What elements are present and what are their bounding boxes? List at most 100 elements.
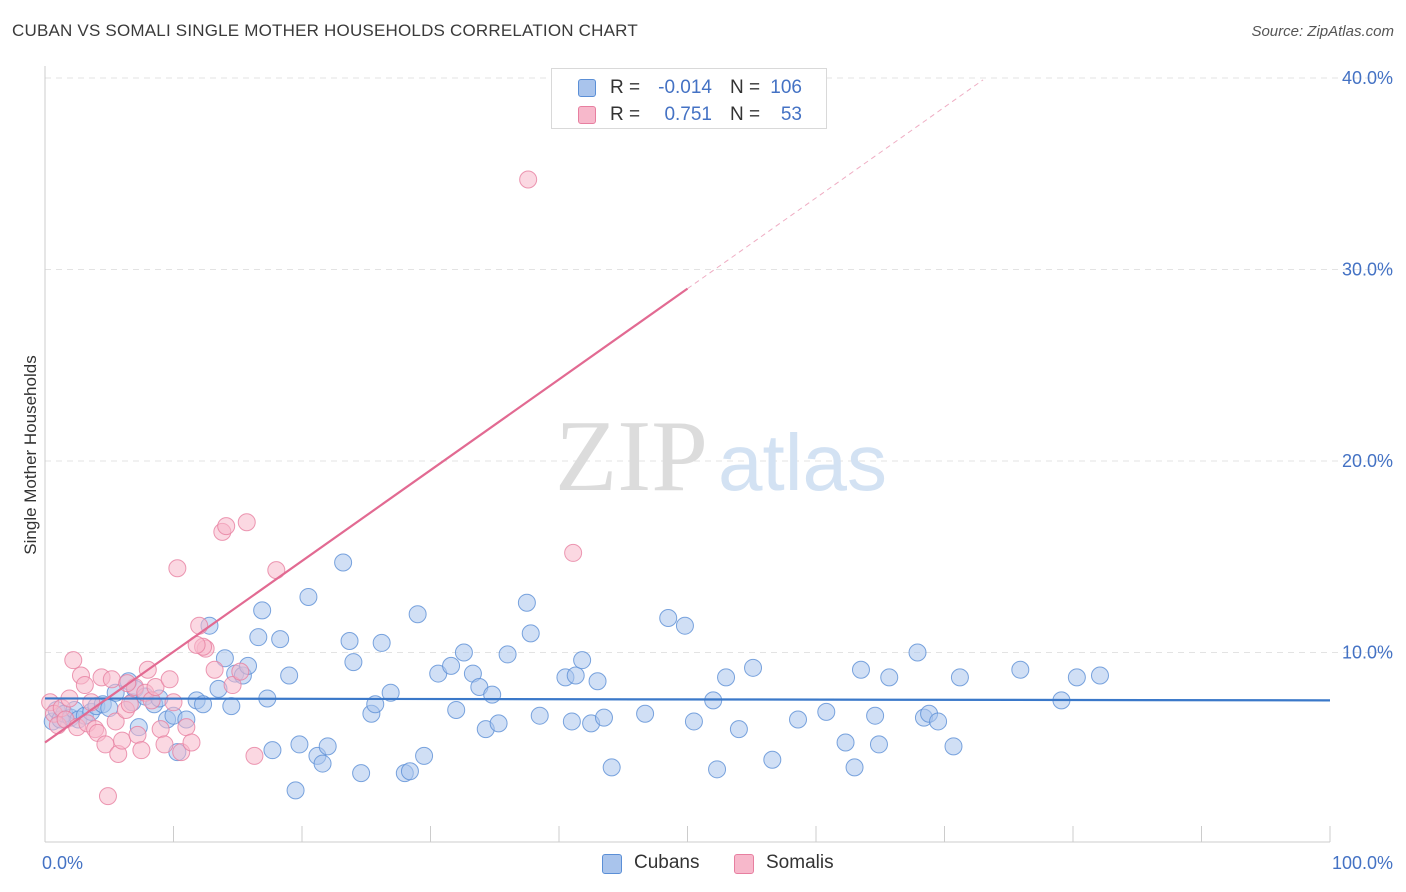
tick-labels: 10.0% 20.0% 30.0% 40.0% 0.0% 100.0% [42, 68, 1393, 873]
cubans-r-label: R = [610, 77, 641, 98]
somalis-point [106, 712, 125, 731]
cubans-point [675, 616, 694, 635]
cubans-point [530, 706, 549, 725]
cubans-point [415, 746, 434, 765]
cubans-point [845, 758, 864, 777]
x-tick-label: 0.0% [42, 853, 83, 873]
cubans-point [869, 735, 888, 754]
somalis-point [64, 651, 83, 670]
cubans-point [594, 708, 613, 727]
cubans-point [684, 712, 703, 731]
legend-row-cubans: R = -0.014 N = 106 [552, 73, 826, 99]
cubans-point [588, 672, 607, 691]
cubans-point [1067, 668, 1086, 687]
cubans-point [866, 706, 885, 725]
source-credit: Source: ZipAtlas.com [1251, 23, 1394, 40]
cubans-point [950, 668, 969, 687]
cubans-point [817, 702, 836, 721]
somalis-point [98, 787, 117, 806]
somalis-n-label: N = [730, 104, 761, 125]
chart-title: CUBAN VS SOMALI SINGLE MOTHER HOUSEHOLDS… [12, 21, 638, 40]
cubans-point [340, 632, 359, 651]
cubans-point [1011, 660, 1030, 679]
cubans-point [280, 666, 299, 685]
cubans-point [717, 668, 736, 687]
somalis-points [41, 170, 583, 806]
trend-lines [44, 79, 1331, 744]
somalis-point [190, 616, 209, 635]
cubans-point [263, 741, 282, 760]
cubans-point [729, 720, 748, 739]
legend-row-somalis: R = 0.751 N = 53 [552, 100, 826, 126]
somalis-legend-swatch [734, 854, 754, 874]
somalis-point [245, 746, 264, 765]
somalis-point [132, 741, 151, 760]
cubans-point [286, 781, 305, 800]
cubans-point [442, 656, 461, 675]
y-axis-label: Single Mother Households [21, 355, 40, 554]
somalis-point [205, 660, 224, 679]
somalis-point [113, 731, 132, 750]
somalis-point [160, 670, 179, 689]
somalis-n-value: 53 [780, 104, 802, 125]
cubans-point [222, 697, 241, 716]
cubans-point [880, 668, 899, 687]
cubans-point [573, 651, 592, 670]
cubans-point [352, 764, 371, 783]
cubans-point [483, 685, 502, 704]
cubans-point [400, 762, 419, 781]
cubans-point [944, 737, 963, 756]
somalis-r-label: R = [610, 104, 641, 125]
cubans-n-value: 106 [770, 77, 802, 98]
cubans-point [1090, 666, 1109, 685]
cubans-point [659, 609, 678, 628]
cubans-point [521, 624, 540, 643]
cubans-point [447, 700, 466, 719]
cubans-point [636, 704, 655, 723]
somalis-point [82, 693, 101, 712]
somalis-point [96, 735, 115, 754]
cubans-point [498, 645, 517, 664]
somalis-trend-extension [687, 79, 984, 290]
cubans-point [602, 758, 621, 777]
somalis-point [231, 662, 250, 681]
somalis-trend-line [44, 287, 689, 744]
cubans-point [908, 643, 927, 662]
somalis-point [75, 676, 94, 695]
cubans-point [566, 666, 585, 685]
somalis-point [102, 670, 121, 689]
cubans-points [43, 553, 1109, 800]
y-tick-label: 10.0% [1342, 643, 1393, 663]
watermark-zip: ZIP [555, 400, 708, 513]
cubans-legend-label: Cubans [634, 852, 700, 873]
somalis-legend-label: Somalis [766, 852, 834, 873]
cubans-point [708, 760, 727, 779]
cubans-point [408, 605, 427, 624]
cubans-point [381, 683, 400, 702]
cubans-point [836, 733, 855, 752]
cubans-point [334, 553, 353, 572]
cubans-point [194, 695, 213, 714]
cubans-point [851, 660, 870, 679]
cubans-point [249, 628, 268, 647]
somalis-swatch [578, 106, 596, 124]
somalis-point [177, 718, 196, 737]
cubans-point [372, 633, 391, 652]
somalis-point [128, 725, 147, 744]
y-tick-label: 40.0% [1342, 68, 1393, 88]
cubans-point [562, 712, 581, 731]
cubans-point [313, 754, 332, 773]
cubans-trend-line [44, 697, 1331, 702]
somalis-point [120, 695, 139, 714]
cubans-legend-swatch [602, 854, 622, 874]
cubans-point [299, 587, 318, 606]
somalis-point [164, 693, 183, 712]
somalis-r-value: 0.751 [664, 104, 712, 125]
gridlines [45, 77, 1392, 653]
cubans-point [763, 750, 782, 769]
somalis-point [182, 733, 201, 752]
somalis-point [237, 513, 256, 532]
cubans-r-value: -0.014 [658, 77, 712, 98]
cubans-point [215, 649, 234, 668]
